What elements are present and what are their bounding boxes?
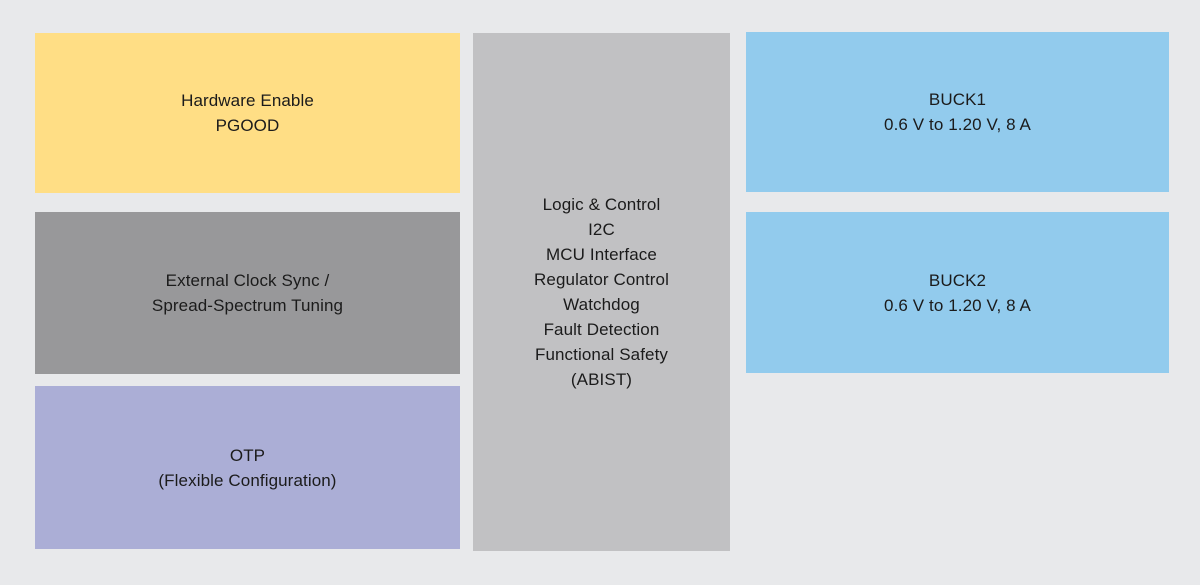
block-logic-control-line3: MCU Interface	[546, 245, 657, 264]
block-buck2-line1: BUCK2	[928, 270, 987, 290]
block-buck1: BUCK1 0.6 V to 1.20 V, 8 A	[746, 32, 1169, 192]
block-logic-control-line2: I2C	[588, 220, 615, 239]
block-otp-line2: (Flexible Configuration)	[158, 470, 337, 490]
block-logic-control-line8: (ABIST)	[570, 370, 633, 389]
block-buck1-line1: BUCK1	[928, 90, 987, 109]
block-buck2: BUCK2 0.6 V to 1.20 V, 8 A	[746, 212, 1169, 373]
block-hardware-enable: Hardware Enable PGOOD	[35, 33, 460, 193]
block-external-clock-sync-line2: Spread-Spectrum Tuning	[151, 296, 344, 315]
block-logic-control-line1: Logic & Control	[542, 195, 661, 214]
block-logic-control-line5: Watchdog	[563, 295, 640, 314]
block-external-clock-sync-line1: External Clock Sync /	[165, 271, 330, 290]
block-otp-line1: OTP	[229, 445, 266, 465]
block-external-clock-sync: External Clock Sync / Spread-Spectrum Tu…	[35, 212, 460, 374]
block-hardware-enable-line1: Hardware Enable	[181, 91, 314, 110]
block-logic-control-line7: Functional Safety	[534, 345, 669, 364]
block-hardware-enable-line2: PGOOD	[215, 116, 280, 135]
block-logic-control-line6: Fault Detection	[543, 320, 660, 339]
block-buck1-line2: 0.6 V to 1.20 V, 8 A	[884, 115, 1031, 134]
block-otp: OTP (Flexible Configuration)	[35, 386, 460, 549]
block-logic-control-line4: Regulator Control	[534, 270, 669, 289]
block-logic-control: Logic & Control I2C MCU Interface Regula…	[473, 33, 730, 551]
block-buck2-line2: 0.6 V to 1.20 V, 8 A	[884, 295, 1031, 315]
